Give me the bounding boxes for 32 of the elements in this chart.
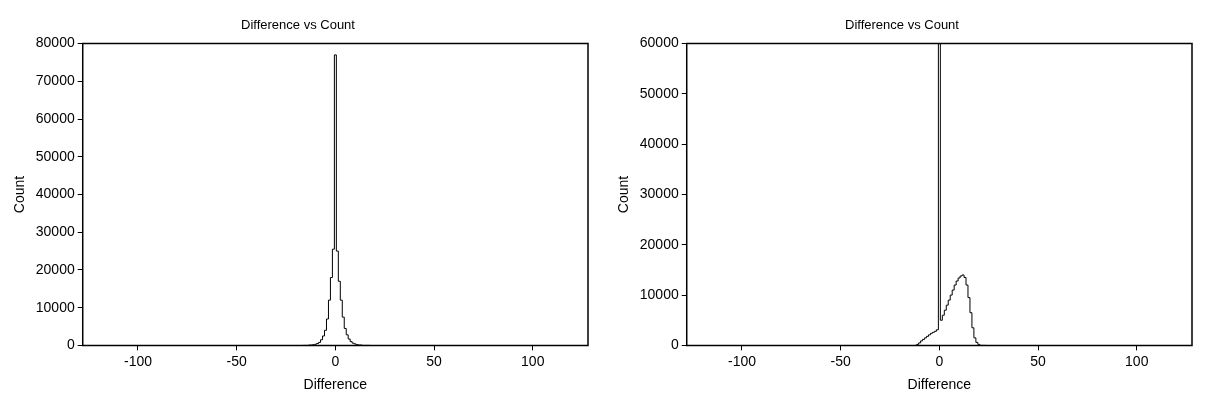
y-tick-label: 20000 bbox=[35, 260, 75, 277]
y-tick-label: 50000 bbox=[35, 147, 75, 164]
y-tick-label: 40000 bbox=[35, 185, 75, 202]
x-tick-label: 100 bbox=[521, 352, 545, 369]
y-axis-title: Count bbox=[11, 175, 28, 214]
x-tick-label: -50 bbox=[226, 352, 248, 369]
y-tick-label: 40000 bbox=[639, 135, 679, 152]
y-tick-label: 10000 bbox=[35, 298, 75, 315]
y-tick-label: 10000 bbox=[639, 285, 679, 302]
x-axis-title: Difference bbox=[303, 376, 368, 393]
x-tick-label: 50 bbox=[426, 352, 443, 369]
y-tick-label: 0 bbox=[670, 336, 679, 353]
y-tick-label: 30000 bbox=[35, 223, 75, 240]
x-tick-label: 100 bbox=[1125, 352, 1149, 369]
y-tick-label: 0 bbox=[66, 336, 75, 353]
y-tick-label: 70000 bbox=[35, 72, 75, 89]
x-tick-label: -50 bbox=[830, 352, 852, 369]
x-tick-label: 0 bbox=[331, 352, 340, 369]
x-axis-title: Difference bbox=[907, 376, 972, 393]
y-tick-label: 50000 bbox=[639, 84, 679, 101]
x-tick-label: -100 bbox=[727, 352, 757, 369]
x-tick-label: 0 bbox=[935, 352, 944, 369]
y-tick-label: 80000 bbox=[35, 34, 75, 51]
y-axis-title: Count bbox=[615, 175, 632, 214]
chart-title: Difference vs Count bbox=[845, 17, 960, 33]
y-tick-label: 60000 bbox=[35, 109, 75, 126]
x-tick-label: 50 bbox=[1030, 352, 1047, 369]
chart-title: Difference vs Count bbox=[241, 17, 356, 33]
x-tick-label: -100 bbox=[123, 352, 153, 369]
y-tick-label: 20000 bbox=[639, 235, 679, 252]
y-tick-label: 60000 bbox=[639, 34, 679, 51]
y-tick-label: 30000 bbox=[639, 185, 679, 202]
